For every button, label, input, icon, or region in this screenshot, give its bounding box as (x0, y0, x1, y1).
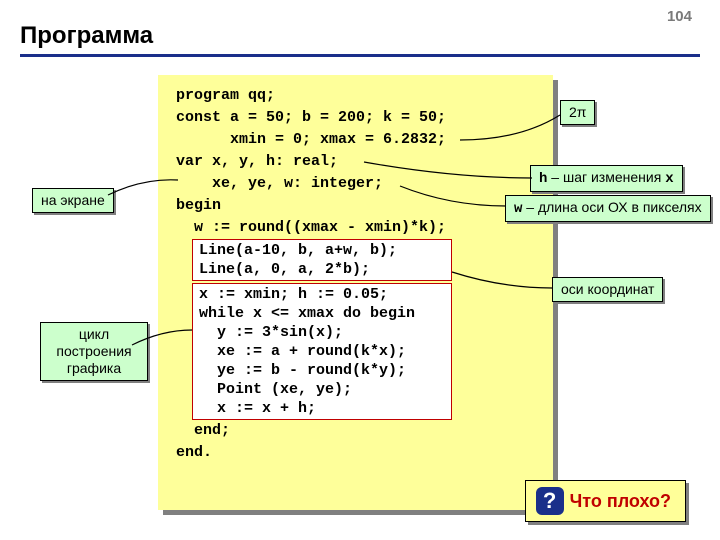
callout-text: – шаг изменения (547, 169, 665, 185)
callout-2pi: 2π (560, 100, 595, 125)
callout-axes: оси координат (552, 277, 663, 302)
page-number: 104 (667, 8, 692, 25)
code-line: end. (176, 442, 553, 464)
leader-line (460, 115, 560, 145)
leader-line (364, 160, 532, 180)
code-line: program qq; (176, 85, 553, 107)
callout-text: x (665, 171, 673, 187)
callout-on-screen: на экране (32, 188, 114, 213)
code-lines-box: Line(a-10, b, a+w, b); Line(a, 0, a, 2*b… (192, 239, 452, 281)
callout-text: – длина оси ОХ в пикселях (522, 199, 701, 215)
title-underline (20, 54, 700, 57)
page-title: Программа (20, 22, 153, 50)
code-line: w := round((xmax - xmin)*k); (176, 217, 553, 239)
question-icon: ? (536, 487, 564, 515)
code-line: xe := a + round(k*x); (199, 342, 445, 361)
callout-text: построения (49, 343, 139, 360)
code-line: Point (xe, ye); (199, 380, 445, 399)
what-bad-text: Что плохо? (570, 491, 671, 512)
callout-w-len: w – длина оси ОХ в пикселях (505, 195, 711, 222)
code-line: y := 3*sin(x); (199, 323, 445, 342)
code-line: end; (176, 420, 553, 442)
callout-text: графика (49, 360, 139, 377)
what-bad-callout: ? Что плохо? (525, 480, 686, 522)
code-line: while x <= xmax do begin (199, 304, 445, 323)
code-line: ye := b - round(k*y); (199, 361, 445, 380)
code-line: x := x + h; (199, 399, 445, 418)
code-line: x := xmin; h := 0.05; (199, 285, 445, 304)
leader-line (132, 330, 192, 350)
leader-line (108, 180, 178, 200)
callout-h-step: h – шаг изменения x (530, 165, 683, 192)
callout-text: цикл (49, 326, 139, 343)
code-line: Line(a, 0, a, 2*b); (199, 260, 445, 279)
leader-line (452, 270, 552, 290)
code-line: Line(a-10, b, a+w, b); (199, 241, 445, 260)
leader-line (400, 184, 506, 206)
code-loop-box: x := xmin; h := 0.05; while x <= xmax do… (192, 283, 452, 420)
